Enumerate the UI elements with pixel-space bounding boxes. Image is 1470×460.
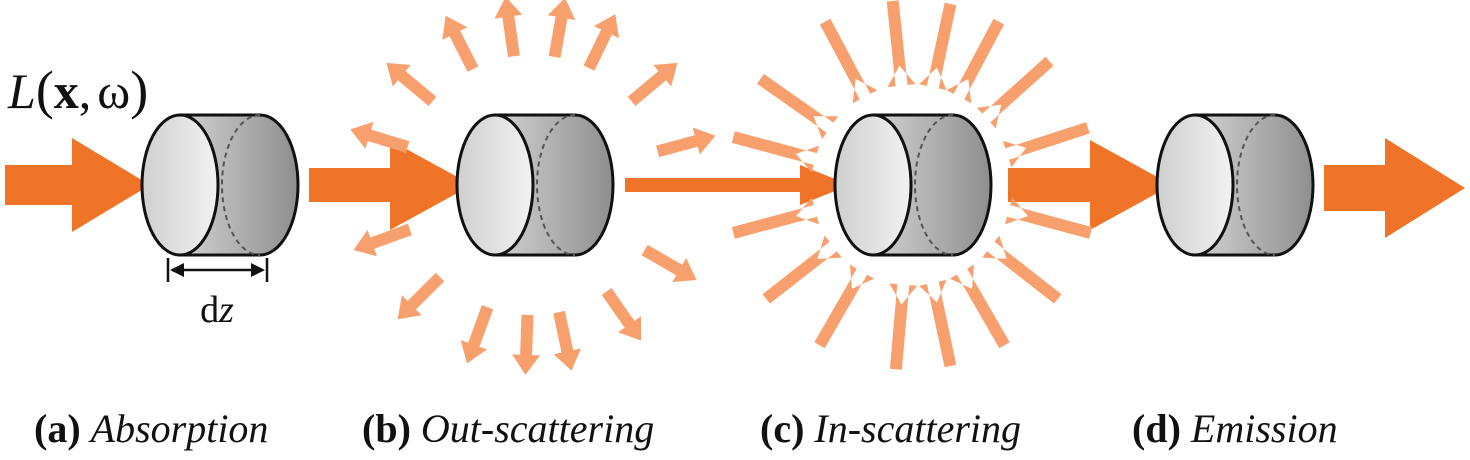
radiance-label: L(x, ω): [7, 60, 148, 120]
in-scatter-arrow: [814, 264, 875, 349]
beam-arrows: [5, 138, 1465, 238]
in-scatter-arrow: [757, 74, 839, 140]
in-scatter-arrow: [982, 235, 1062, 304]
out-scattering-arrows: [350, 0, 716, 375]
in-scatter-arrow: [1005, 197, 1093, 239]
incoming-beam-arrow: [5, 138, 150, 232]
out-scatter-arrow: [553, 310, 581, 371]
in-scatter-arrow: [1002, 122, 1090, 168]
dz-dimension-marker: [166, 258, 269, 282]
out-scatter-arrow: [547, 0, 576, 58]
out-scatter-arrow: [442, 15, 479, 72]
out-scatter-arrow: [350, 121, 410, 153]
in-scatter-arrow: [976, 56, 1054, 129]
in-scatter-arrow: [889, 283, 918, 370]
out-scatter-arrow: [494, 0, 523, 58]
volume-cylinder-in-scattering: [833, 113, 993, 257]
out-scatter-arrow: [627, 62, 678, 106]
volume-cylinder-out-scattering: [455, 113, 615, 257]
in-scatter-arrow: [886, 0, 916, 87]
in-scatter-arrow: [731, 131, 819, 173]
caption-absorption: (a) Absorption: [34, 406, 268, 451]
out-scatter-arrow: [353, 223, 412, 257]
in-scatter-arrow: [946, 18, 1005, 104]
caption-in-scattering: (c) In-scattering: [760, 406, 1021, 451]
in-scatter-arrow: [919, 2, 957, 91]
in-scatter-arrow: [762, 235, 842, 304]
outgoing-beam-arrow: [1324, 138, 1465, 238]
volume-cylinder-emission: [1155, 113, 1315, 257]
beam-arrow-b-to-c: [625, 165, 850, 205]
beam-arrow-a-to-b: [309, 140, 472, 230]
out-scatter-arrow: [512, 314, 541, 375]
out-scatter-arrow: [460, 305, 494, 364]
out-scatter-arrow: [386, 62, 437, 106]
in-scatter-arrow: [919, 279, 957, 368]
in-scatter-arrow: [731, 197, 819, 239]
in-scattering-arrows: [731, 0, 1093, 370]
out-scatter-arrow: [397, 272, 445, 320]
dz-label: dz: [200, 289, 234, 331]
beam-arrow-c-to-d: [1008, 140, 1172, 230]
out-scatter-arrow: [656, 127, 716, 158]
volume-cylinder-absorption: [140, 113, 300, 257]
in-scatter-arrow: [819, 18, 878, 104]
out-scatter-arrow: [641, 244, 697, 283]
in-scatter-arrow: [949, 264, 1010, 349]
out-scatter-arrow: [583, 14, 620, 71]
caption-emission: (d) Emission: [1132, 406, 1338, 451]
out-scatter-arrow: [601, 288, 641, 341]
caption-out-scattering: (b) Out-scattering: [362, 406, 654, 451]
